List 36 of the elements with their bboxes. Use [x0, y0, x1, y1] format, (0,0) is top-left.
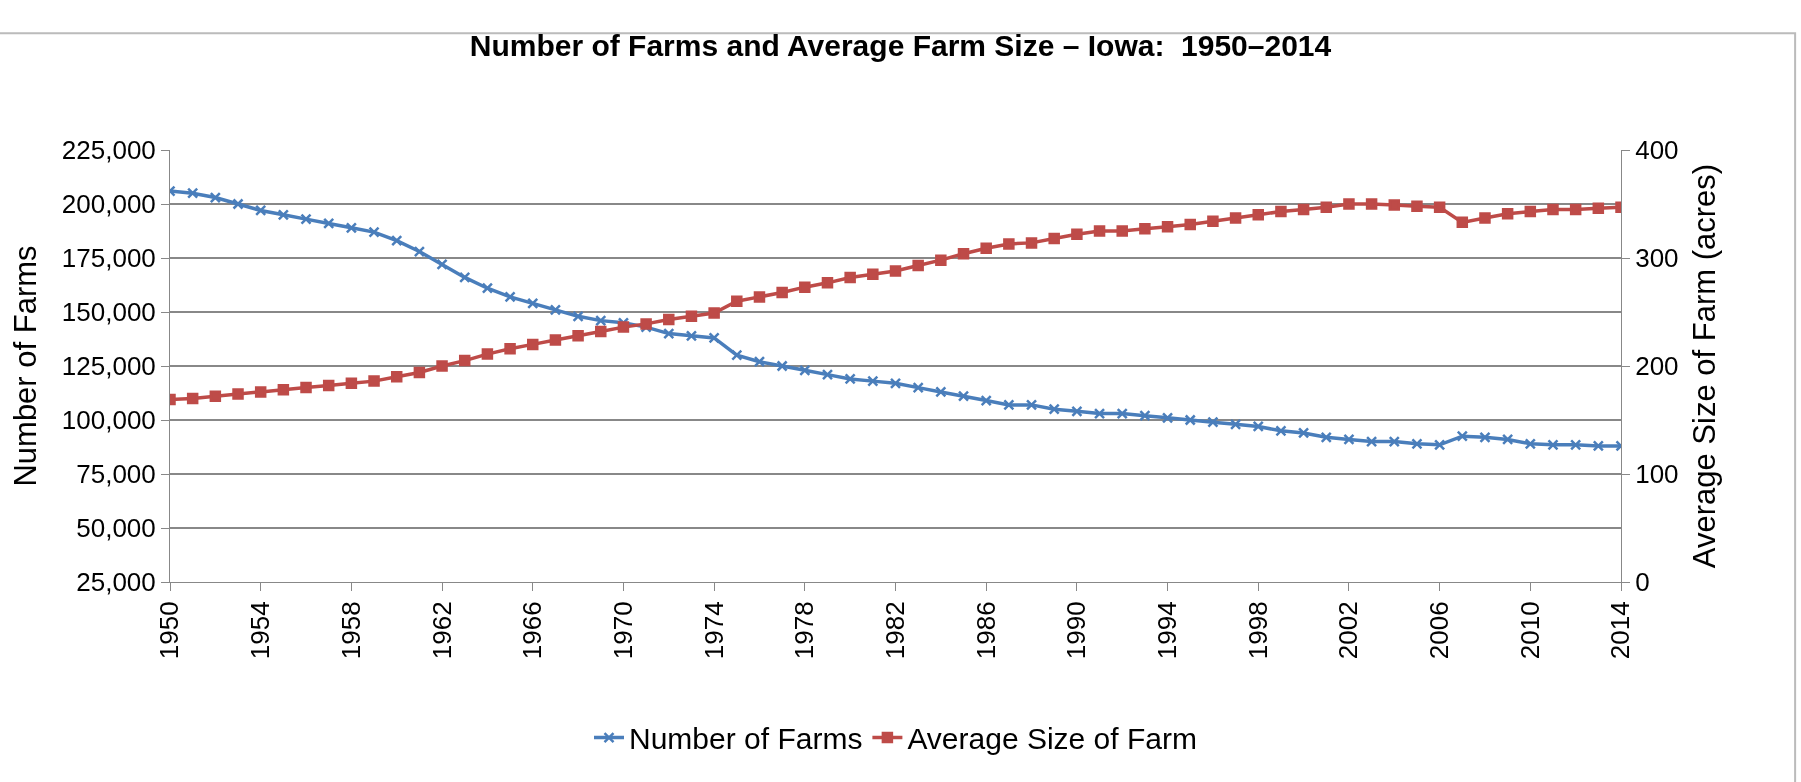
y2-tick-label: 0 — [1635, 567, 1650, 598]
legend-label: Number of Farms — [629, 722, 863, 756]
y-tick-label: 100,000 — [61, 405, 156, 436]
x-tick-label: 1986 — [970, 601, 1001, 660]
y-tick-label: 175,000 — [61, 243, 156, 274]
x-tick-label: 1998 — [1242, 601, 1273, 660]
x-tick-label: 2010 — [1514, 601, 1545, 660]
x-tick-label: 1982 — [879, 601, 910, 660]
x-tick-label: 1954 — [245, 601, 276, 660]
x-tick-label: 1962 — [426, 601, 457, 660]
y2-tick-label: 300 — [1635, 243, 1679, 274]
x-tick-label: 2002 — [1333, 601, 1364, 660]
x-tick-label: 2014 — [1605, 601, 1636, 660]
x-tick-label: 1978 — [789, 601, 820, 660]
y-tick-label: 50,000 — [76, 513, 156, 544]
y2-tick-label: 200 — [1635, 351, 1679, 382]
x-tick-label: 1994 — [1152, 601, 1183, 660]
x-tick-label: 1970 — [607, 601, 638, 660]
x-tick-label: 2006 — [1424, 601, 1455, 660]
y-tick-label: 25,000 — [76, 567, 156, 598]
legend-label: Average Size of Farm — [907, 722, 1197, 756]
y2-axis-title: Average Size of Farm (acres) — [1686, 163, 1722, 569]
x-tick-label: 1966 — [517, 601, 548, 660]
x-tick-label: 1950 — [154, 601, 185, 660]
y-tick-label: 200,000 — [61, 189, 156, 220]
y-tick-label: 225,000 — [61, 135, 156, 166]
y2-tick-label: 100 — [1635, 459, 1679, 490]
y-axis-title: Number of Farms — [8, 245, 44, 487]
x-tick-label: 1974 — [698, 601, 729, 660]
y2-tick-label: 400 — [1635, 135, 1679, 166]
x-tick-label: 1990 — [1061, 601, 1092, 660]
x-tick-label: 1958 — [335, 601, 366, 660]
y-tick-label: 125,000 — [61, 351, 156, 382]
y-tick-label: 75,000 — [76, 459, 156, 490]
chart-title: Number of Farms and Average Farm Size – Iowa: 1950–2014 — [469, 29, 1332, 63]
y-tick-label: 150,000 — [61, 297, 156, 328]
